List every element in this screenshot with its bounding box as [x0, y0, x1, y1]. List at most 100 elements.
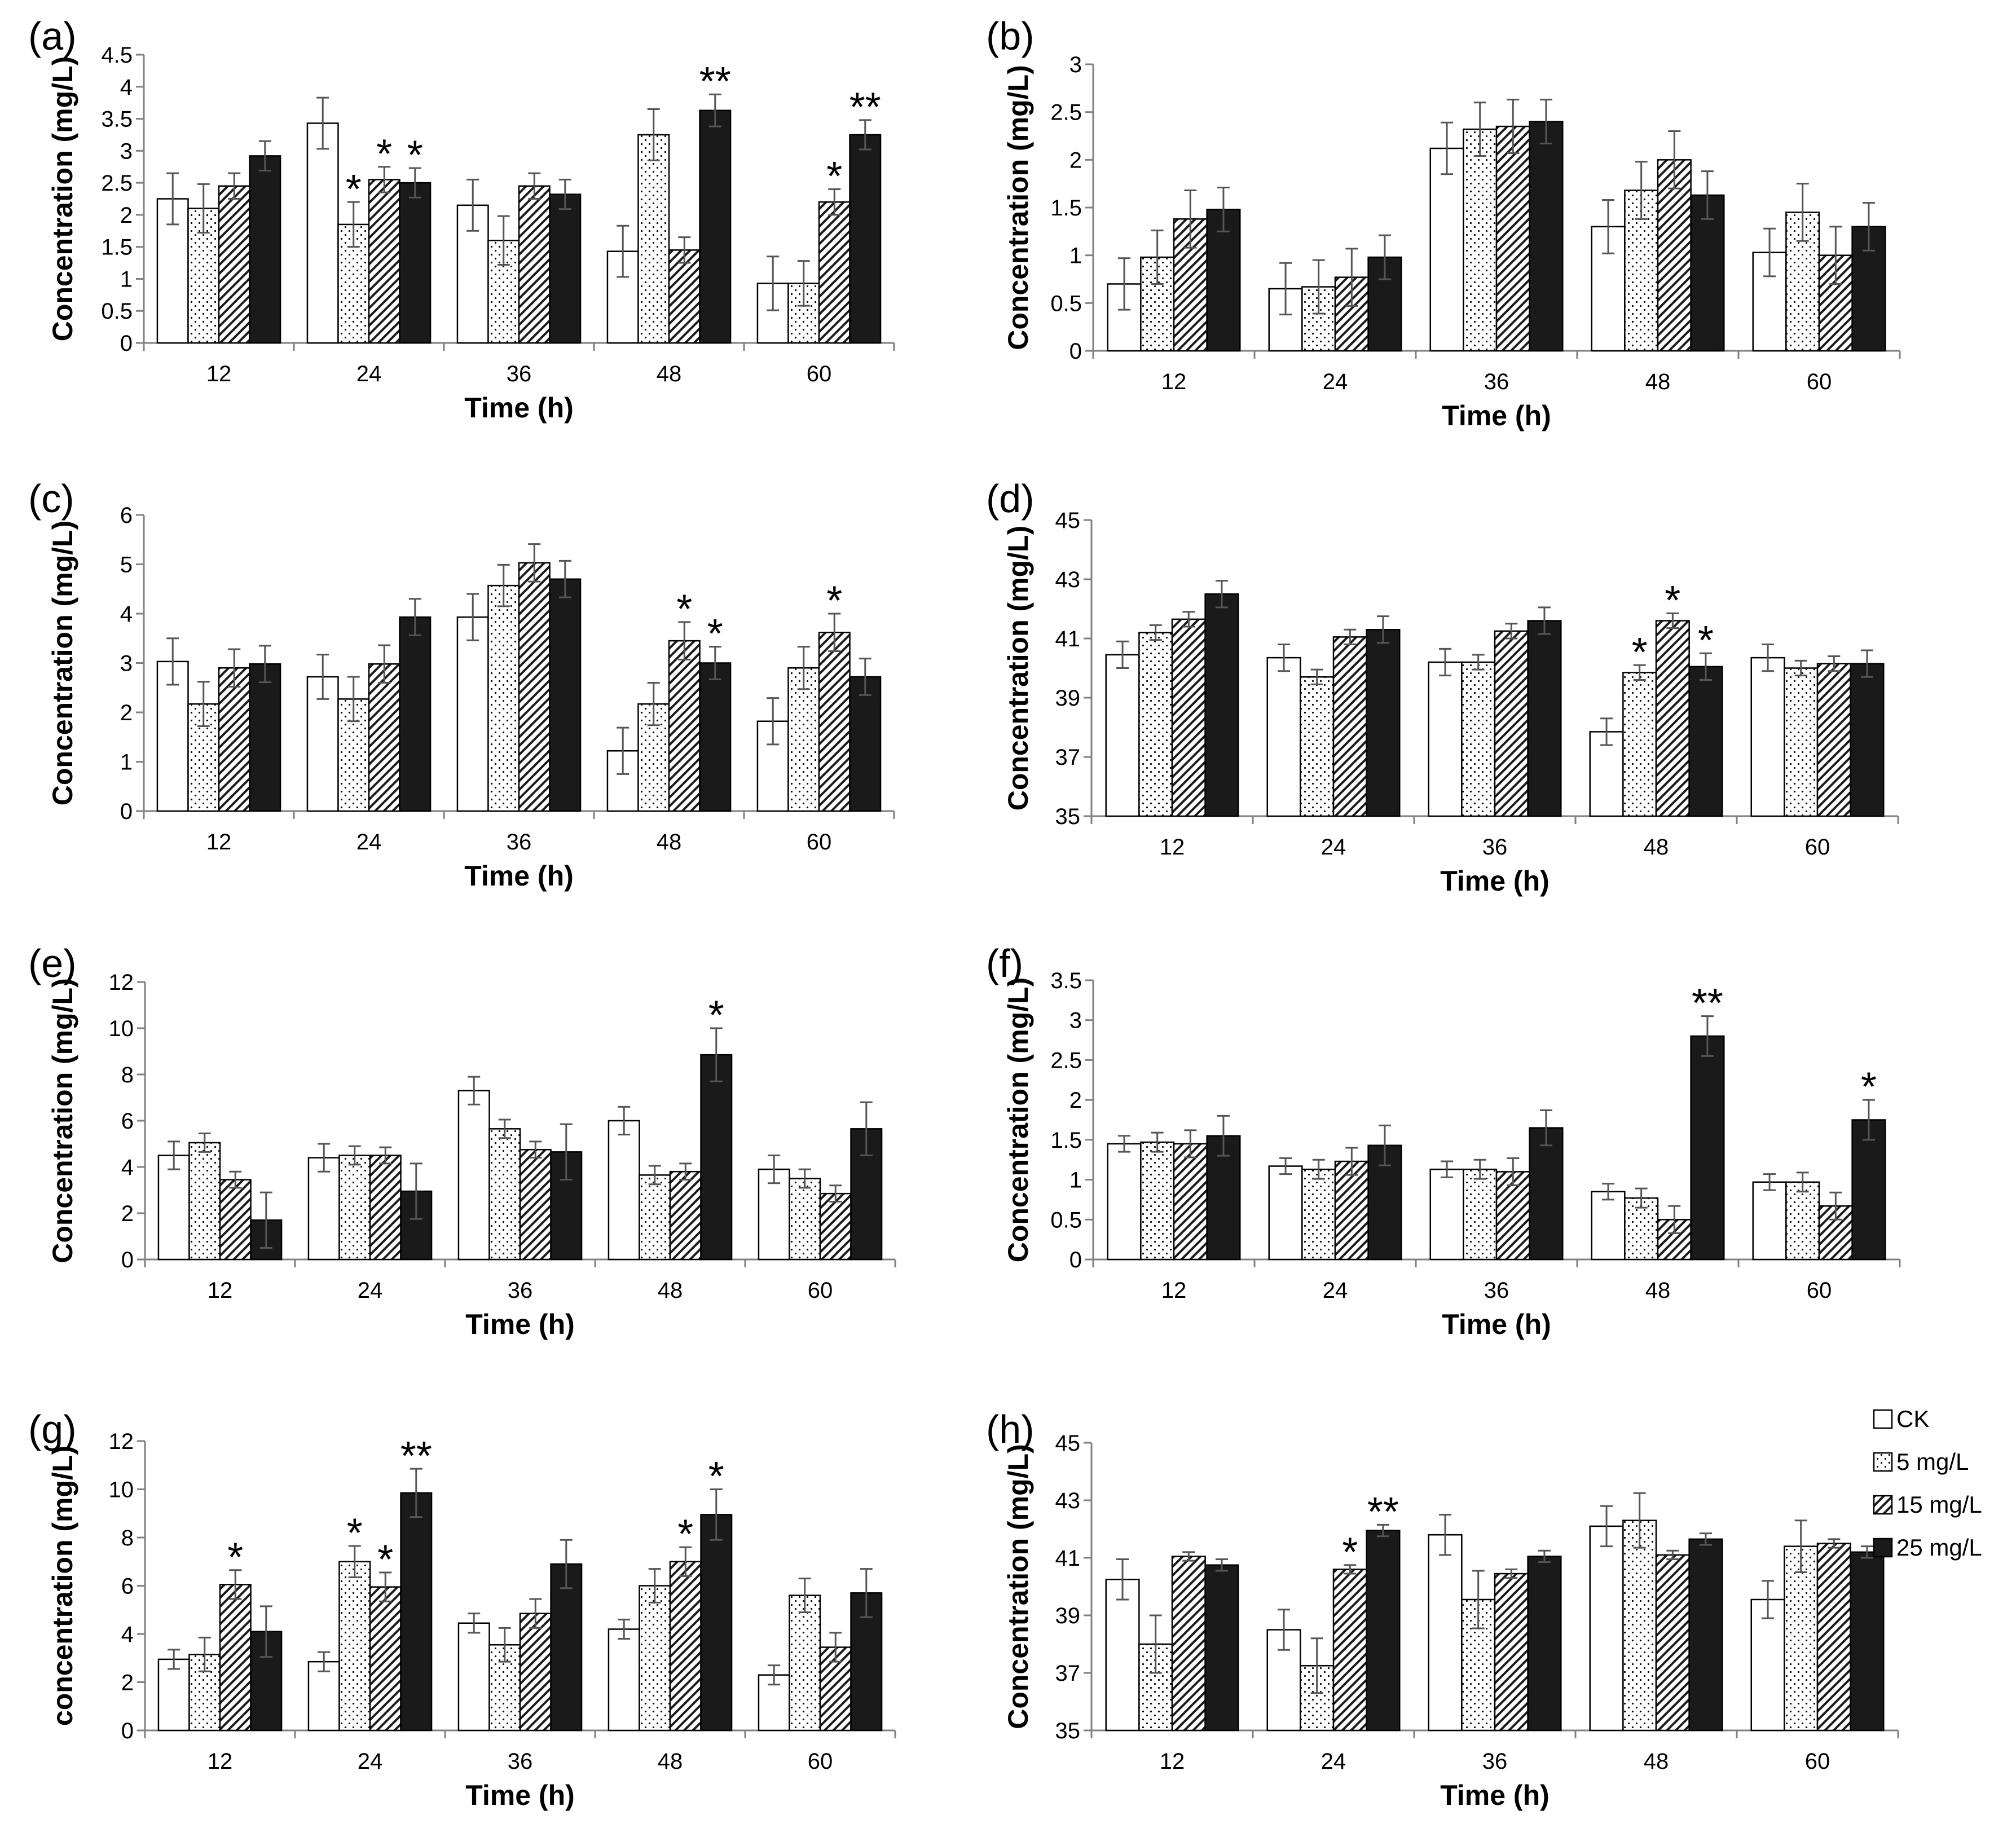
chart-panel: (d) 35 37 39 41 43 45 12 24 36 48 60 * * * Time (h) Conc…: [986, 477, 1899, 897]
bar: [457, 1090, 490, 1261]
x-tick-label: 24: [1321, 1749, 1346, 1774]
error-bar: [1701, 1015, 1714, 1057]
bar: [1429, 147, 1464, 352]
bar: [1784, 1545, 1819, 1732]
error-bar: [708, 646, 721, 680]
bar: [307, 1157, 340, 1261]
error-bar: [1602, 1183, 1615, 1201]
y-tick-label: 41: [1055, 627, 1081, 651]
error-bar: [318, 1651, 331, 1672]
error-bar: [1860, 1545, 1873, 1559]
panel-label: (h): [986, 1407, 1035, 1451]
bar: [1529, 1127, 1564, 1261]
bar: [1268, 1165, 1303, 1261]
error-bar: [348, 1545, 361, 1579]
significance-label: *: [708, 993, 724, 1038]
panel-label: (c): [28, 477, 74, 521]
x-tick-label: 36: [1482, 835, 1508, 860]
error-bar: [1539, 99, 1552, 145]
x-tick-label: 60: [1805, 835, 1830, 860]
y-tick-label: 45: [1055, 1431, 1081, 1456]
error-bar: [1666, 612, 1679, 629]
error-bar: [1279, 1157, 1292, 1175]
bar: [368, 663, 400, 812]
y-axis-title: concentration (mg/L): [47, 1446, 78, 1726]
error-bar: [498, 1627, 511, 1663]
significance-label: *: [347, 1511, 363, 1556]
error-bar: [1507, 1157, 1520, 1186]
error-bar: [1149, 624, 1162, 641]
y-tick-label: 0: [1069, 339, 1082, 364]
x-axis-title: Time (h): [464, 392, 574, 424]
significance-label: *: [676, 587, 692, 632]
y-tick-label: 8: [121, 1526, 134, 1551]
bar: [849, 134, 882, 344]
y-tick-label: 2: [120, 701, 133, 725]
error-bar: [828, 613, 841, 652]
bar: [487, 584, 520, 812]
significance-label: *: [677, 1512, 693, 1557]
y-tick-label: 1.5: [1050, 196, 1082, 221]
error-bar: [1505, 1568, 1518, 1579]
bar: [219, 1584, 252, 1732]
error-bar: [679, 1162, 692, 1181]
bar: [219, 1179, 252, 1261]
x-tick-label: 60: [1807, 1278, 1832, 1303]
error-bar: [558, 178, 571, 210]
y-tick-label: 45: [1055, 508, 1081, 533]
error-bar: [1310, 1637, 1323, 1694]
error-bar: [678, 236, 691, 264]
error-bar: [1507, 99, 1520, 154]
legend-label: 15 mg/L: [1896, 1491, 1982, 1518]
bar: [1750, 1598, 1785, 1732]
bar: [669, 1561, 702, 1732]
y-tick-label: 2.5: [1050, 1048, 1082, 1073]
y-tick-label: 12: [109, 1429, 134, 1454]
error-bar: [1505, 623, 1518, 640]
bar: [1463, 1168, 1498, 1261]
error-bar: [1344, 628, 1357, 645]
significance-label: **: [1692, 981, 1723, 1026]
bar: [188, 1142, 221, 1261]
bar: [1494, 1572, 1529, 1732]
error-bar: [1378, 1124, 1391, 1166]
bar: [1495, 125, 1530, 352]
y-axis-title: Concentration (mg/L): [1002, 977, 1034, 1263]
error-bar: [1763, 227, 1776, 277]
significance-label: **: [849, 85, 881, 130]
error-bar: [1376, 1523, 1389, 1538]
bar: [669, 1170, 702, 1261]
error-bar: [1600, 717, 1613, 746]
error-bar: [860, 1101, 873, 1156]
error-bar: [468, 1613, 481, 1634]
bar: [369, 1155, 402, 1261]
bar: [307, 1660, 340, 1732]
bar: [518, 185, 551, 344]
y-tick-label: 3: [120, 651, 133, 676]
bar: [400, 1492, 433, 1732]
error-bar: [410, 1468, 422, 1518]
x-axis-title: Time (h): [1440, 865, 1550, 897]
error-bar: [1184, 1129, 1197, 1159]
bar: [1173, 1143, 1208, 1261]
bar: [1622, 672, 1657, 817]
error-bar: [647, 108, 660, 161]
error-bar: [618, 1618, 631, 1640]
y-tick-label: 0.5: [1050, 1208, 1082, 1232]
x-tick-label: 12: [1160, 835, 1185, 860]
error-bar: [229, 1569, 242, 1600]
bar: [1690, 194, 1725, 352]
error-bar: [378, 166, 391, 193]
error-bar: [1149, 1614, 1162, 1674]
y-tick-label: 0: [1069, 1248, 1082, 1272]
error-bar: [1796, 1171, 1809, 1193]
y-tick-label: 1: [1069, 1168, 1082, 1193]
error-bar: [466, 593, 479, 641]
error-bar: [1118, 257, 1131, 311]
error-bar: [829, 1632, 842, 1663]
y-tick-label: 43: [1055, 567, 1081, 592]
y-tick-label: 0.5: [101, 299, 133, 324]
bar: [338, 1561, 371, 1732]
significance-label: *: [376, 131, 392, 177]
